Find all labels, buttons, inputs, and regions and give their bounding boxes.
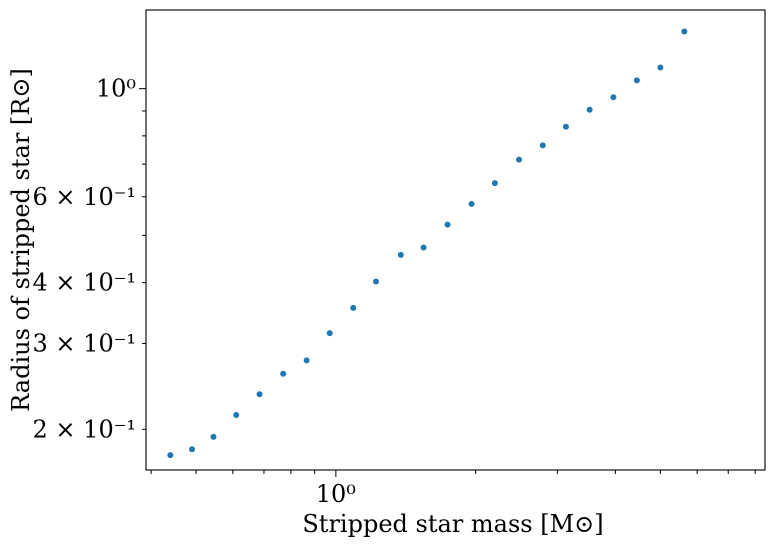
data-point bbox=[420, 244, 427, 251]
data-point bbox=[586, 106, 593, 113]
data-point bbox=[681, 28, 688, 35]
plot-frame bbox=[145, 9, 766, 471]
data-point bbox=[189, 446, 196, 453]
y-tick-label: 6 × 10⁻¹ bbox=[33, 183, 136, 211]
data-point bbox=[657, 64, 664, 71]
data-point bbox=[210, 433, 217, 440]
data-point bbox=[516, 156, 523, 163]
data-point bbox=[372, 278, 379, 285]
data-point bbox=[256, 391, 263, 398]
data-point bbox=[610, 94, 617, 101]
data-point bbox=[167, 452, 174, 459]
data-point bbox=[539, 142, 546, 149]
data-point bbox=[562, 123, 569, 130]
data-point bbox=[303, 357, 310, 364]
y-tick-label: 3 × 10⁻¹ bbox=[33, 329, 136, 357]
data-point bbox=[468, 200, 475, 207]
data-point bbox=[397, 251, 404, 258]
data-point bbox=[350, 304, 357, 311]
data-points bbox=[167, 28, 688, 459]
axis-ticks bbox=[139, 88, 756, 477]
x-tick-label: 10⁰ bbox=[316, 480, 356, 508]
axis-tick-labels: 10⁰ 2 × 10⁻¹ 3 × 10⁻¹ 4 × 10⁻¹ 6 × 10⁻¹ 10⁰ bbox=[33, 75, 356, 508]
data-point bbox=[233, 411, 240, 418]
y-tick-label: 4 × 10⁻¹ bbox=[33, 269, 136, 297]
y-tick-label: 10⁰ bbox=[96, 75, 136, 103]
data-point bbox=[326, 330, 333, 337]
data-point bbox=[633, 77, 640, 84]
y-tick-label: 2 × 10⁻¹ bbox=[33, 415, 136, 443]
data-point bbox=[280, 370, 287, 377]
x-axis-label: Stripped star mass [M⊙] bbox=[302, 510, 603, 538]
y-axis-label: Radius of stripped star [R⊙] bbox=[7, 68, 35, 412]
data-point bbox=[491, 180, 498, 187]
data-point bbox=[444, 221, 451, 228]
